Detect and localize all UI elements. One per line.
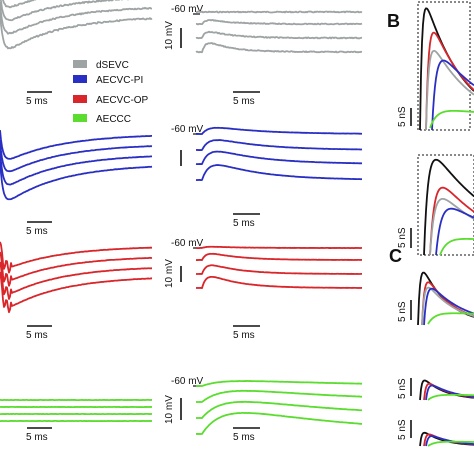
voltage-trace-aecvc-op-1 (195, 245, 363, 249)
current-trace-aecvc-op-2 (0, 251, 153, 287)
voltage-trace-aecvc-pi-4 (195, 164, 363, 181)
voltage-bar-label: 10 mV (164, 21, 175, 50)
conductance-b2-black (423, 158, 474, 256)
voltage-trace-dsevc-2 (195, 19, 363, 26)
current-trace-dsevc-1 (2, 0, 41, 9)
voltage-trace-aecvc-pi-2 (195, 139, 363, 151)
mid-time-bar-row1: 5 ms (233, 91, 260, 107)
legend-swatch-aecvc-pi (73, 75, 87, 83)
current-trace-aecvc-pi-3 (0, 150, 153, 186)
time-bar-label: 5 ms (233, 218, 255, 229)
conductance-bar-label: 5 nS (397, 419, 408, 440)
conductance-bar-label: 5 nS (397, 378, 408, 399)
conductance-b1-green (429, 109, 474, 129)
conductance-b1-blue (431, 59, 474, 131)
voltage-trace-dsevc-3 (195, 30, 363, 40)
current-trace-aecvc-pi-1 (0, 129, 153, 160)
time-bar-label: 5 ms (26, 432, 48, 443)
current-trace-dsevc-3 (0, 1, 153, 35)
conductance-c1-green (427, 312, 474, 325)
voltage-trace-aecvc-pi-3 (195, 150, 363, 165)
time-bar-label: 5 ms (26, 226, 48, 237)
time-bar-row4: 5 ms (26, 427, 52, 443)
voltage-trace-aeccc-4 (195, 411, 363, 435)
voltage-trace-aecvc-op-4 (195, 275, 363, 289)
current-trace-aecvc-op-4 (0, 271, 153, 314)
conductance-bar-b1: 5 nS (397, 106, 412, 127)
conductance-b2-green (439, 238, 474, 256)
voltage-bar-row1: 10 mV (164, 21, 182, 50)
current-trace-aecvc-pi-4 (0, 160, 153, 201)
voltage-trace-dsevc-4 (195, 42, 363, 54)
zoom-box-b2 (417, 154, 474, 256)
conductance-b1-red (425, 31, 474, 131)
time-bar-row2: 5 ms (26, 221, 52, 237)
voltage-trace-dsevc-1 (195, 10, 363, 14)
zoom-box-b1 (417, 1, 471, 131)
legend-label-aecvc-op: AECVC-OP (96, 95, 149, 106)
current-trace-aecvc-op-1 (0, 241, 153, 274)
holding-potential-label: -60 mV (171, 238, 204, 249)
legend-label-dsevc: dSEVC (96, 60, 129, 71)
conductance-bar-c3: 5 nS (397, 419, 412, 440)
current-trace-aecvc-op-3 (0, 261, 153, 300)
conductance-bar-label: 5 nS (397, 301, 408, 322)
conductance-bar-c2: 5 nS (397, 378, 412, 399)
holding-potential-label: -60 mV (171, 4, 204, 15)
time-bar-row3: 5 ms (26, 325, 52, 341)
voltage-trace-aeccc-1 (195, 380, 363, 387)
voltage-trace-aecvc-op-2 (195, 252, 363, 261)
voltage-trace-aeccc-2 (195, 389, 363, 403)
conductance-c1-blue (423, 287, 474, 326)
voltage-trace-aecvc-op-3 (195, 264, 363, 275)
voltage-bar-label: 10 mV (164, 259, 175, 288)
legend-label-aecvc-pi: AECVC-PI (96, 75, 143, 86)
voltage-trace-aecvc-pi-1 (196, 126, 363, 135)
mid-time-bar-row3: 5 ms (233, 325, 260, 341)
panel-label-b: B (387, 11, 400, 31)
conductance-c2-green (427, 393, 474, 401)
holding-potential-label: -60 mV (171, 376, 204, 387)
conductance-bar-c1: 5 nS (397, 300, 412, 322)
voltage-bar-row3: 10 mV (164, 259, 182, 288)
time-bar-label: 5 ms (26, 96, 48, 107)
time-bar-row1: 5 ms (26, 91, 52, 107)
panel-label-c: C (389, 246, 402, 266)
legend-swatch-aecvc-op (73, 95, 87, 103)
legend: dSEVC AECVC-PI AECVC-OP AECCC (73, 60, 149, 125)
current-trace-dsevc-2 (0, 0, 134, 22)
conductance-bar-b2: 5 nS (397, 227, 412, 248)
conductance-b2-blue (435, 207, 474, 256)
mid-time-bar-row2: 5 ms (233, 213, 260, 229)
legend-label-aeccc: AECCC (96, 114, 131, 125)
mid-time-bar-row4: 5 ms (233, 427, 260, 443)
legend-swatch-dsevc (73, 60, 87, 68)
conductance-bar-label: 5 nS (397, 106, 408, 127)
time-bar-label: 5 ms (233, 330, 255, 341)
holding-potential-label: -60 mV (171, 124, 204, 135)
time-bar-label: 5 ms (233, 432, 255, 443)
conductance-bar-label: 5 nS (397, 227, 408, 248)
current-trace-aecvc-pi-2 (0, 139, 153, 173)
time-bar-label: 5 ms (233, 96, 255, 107)
conductance-c1-gray (421, 286, 474, 326)
holding-label-row1: -60 mV (171, 4, 204, 15)
voltage-bar-row4: 10 mV (164, 395, 182, 424)
conductance-b1-gray (425, 49, 474, 131)
time-bar-label: 5 ms (26, 330, 48, 341)
trace-layer (0, 0, 474, 447)
current-trace-dsevc-4 (0, 11, 153, 50)
conductance-c3-green (427, 440, 474, 447)
voltage-bar-label: 10 mV (164, 395, 175, 424)
legend-swatch-aeccc (73, 114, 87, 122)
conductance-b2-red (429, 186, 474, 256)
voltage-trace-aeccc-3 (195, 400, 363, 419)
